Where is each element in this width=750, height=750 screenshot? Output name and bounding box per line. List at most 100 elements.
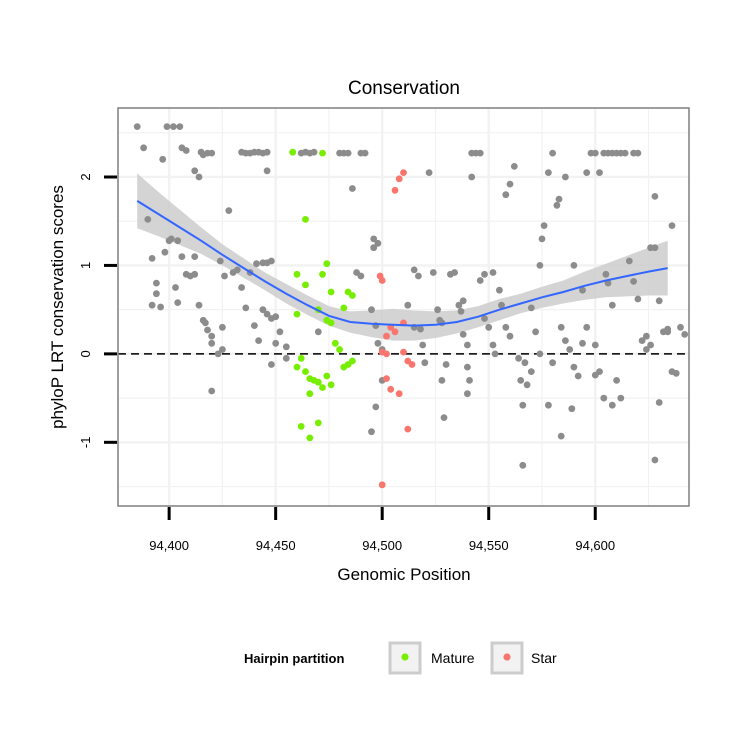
point-mature xyxy=(319,384,326,391)
point-other xyxy=(566,346,574,353)
point-other xyxy=(170,123,177,130)
point-other xyxy=(459,331,467,338)
point-other xyxy=(178,253,186,260)
point-other xyxy=(344,149,352,157)
point-other xyxy=(579,339,586,347)
point-other xyxy=(272,313,280,321)
point-other xyxy=(655,399,663,406)
point-star xyxy=(408,361,416,368)
point-other xyxy=(208,332,216,340)
point-other xyxy=(574,372,582,380)
point-other xyxy=(415,272,422,280)
point-mature xyxy=(302,368,309,375)
point-other xyxy=(536,350,544,358)
point-other xyxy=(638,337,646,344)
point-mature xyxy=(302,281,309,289)
y-axis-label: phyloP LRT conservation scores xyxy=(48,185,67,429)
point-other xyxy=(545,169,552,177)
point-other xyxy=(140,144,148,152)
point-other xyxy=(545,401,552,409)
point-other xyxy=(681,331,689,338)
point-other xyxy=(208,149,216,157)
point-other xyxy=(455,301,463,309)
smooth-fit-path xyxy=(136,200,668,327)
point-other xyxy=(176,123,184,130)
point-mature xyxy=(319,149,326,157)
point-other xyxy=(630,278,637,285)
point-star xyxy=(378,277,386,284)
legend-key-star xyxy=(490,641,524,675)
point-other xyxy=(225,207,233,215)
point-other xyxy=(221,272,228,280)
point-other xyxy=(538,235,546,243)
point-other xyxy=(502,191,510,199)
x-axis: 94,400 94,450 94,500 94,550 94,600 xyxy=(149,507,615,553)
point-other xyxy=(440,414,448,421)
point-other xyxy=(510,163,518,170)
point-other xyxy=(272,339,280,347)
point-star xyxy=(378,481,386,489)
point-other xyxy=(202,319,209,327)
point-other xyxy=(370,235,378,243)
point-mature xyxy=(327,288,335,296)
point-other xyxy=(268,257,275,265)
y-tick-label: -1 xyxy=(78,437,93,449)
point-other xyxy=(579,286,586,294)
point-other xyxy=(174,237,182,245)
point-other xyxy=(195,173,203,181)
point-star xyxy=(383,375,390,382)
point-other xyxy=(476,149,484,157)
point-mature xyxy=(349,292,356,299)
point-other xyxy=(481,270,488,278)
point-other xyxy=(617,394,625,402)
plot-panel xyxy=(118,108,689,506)
scatter-points xyxy=(133,123,689,489)
point-other xyxy=(374,339,382,347)
point-other xyxy=(263,148,271,156)
y-tick-label: 1 xyxy=(78,262,93,269)
point-mature xyxy=(293,270,301,278)
point-star xyxy=(383,332,390,340)
point-other xyxy=(370,244,378,252)
point-other xyxy=(591,371,599,379)
point-other xyxy=(613,377,620,384)
point-other xyxy=(496,286,503,294)
point-other xyxy=(621,149,629,157)
point-other xyxy=(553,201,561,209)
point-other xyxy=(464,363,471,371)
point-other xyxy=(133,123,141,130)
point-other xyxy=(491,350,499,358)
point-mature xyxy=(349,357,356,365)
point-mature xyxy=(302,216,309,223)
point-other xyxy=(570,262,578,269)
point-mature xyxy=(331,339,339,347)
point-other xyxy=(214,350,222,358)
point-other xyxy=(357,272,365,280)
point-other xyxy=(208,387,216,395)
point-other xyxy=(421,359,429,367)
point-other xyxy=(591,149,599,157)
point-mature xyxy=(340,304,348,312)
point-other xyxy=(523,381,531,389)
point-other xyxy=(466,377,473,384)
point-other xyxy=(602,270,610,278)
point-other xyxy=(174,299,182,306)
point-other xyxy=(672,369,680,377)
point-other xyxy=(583,323,591,331)
point-mature xyxy=(289,148,297,156)
point-other xyxy=(161,248,169,256)
point-other xyxy=(253,260,260,268)
point-other xyxy=(417,325,424,333)
point-other xyxy=(481,315,488,322)
point-other xyxy=(263,167,271,175)
point-other xyxy=(368,428,375,436)
point-other xyxy=(540,222,548,230)
point-other xyxy=(562,337,569,344)
legend: Hairpin partition Mature Star xyxy=(244,641,557,675)
point-other xyxy=(157,303,165,311)
point-star xyxy=(391,186,399,194)
point-star xyxy=(387,385,395,393)
point-other xyxy=(668,222,676,230)
point-other xyxy=(596,169,603,177)
point-other xyxy=(259,306,267,314)
